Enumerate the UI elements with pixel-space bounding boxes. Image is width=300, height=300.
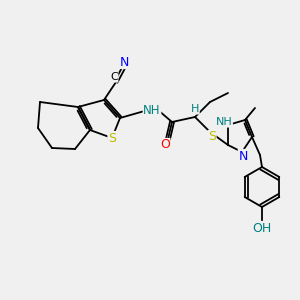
Text: S: S [108,131,116,145]
Text: C: C [110,72,118,82]
Text: S: S [208,130,216,143]
Text: NH: NH [143,103,161,116]
Text: NH: NH [216,117,232,127]
Text: OH: OH [252,221,272,235]
Text: N: N [238,149,248,163]
Text: H: H [191,104,199,114]
Text: N: N [119,56,129,68]
Text: O: O [160,139,170,152]
